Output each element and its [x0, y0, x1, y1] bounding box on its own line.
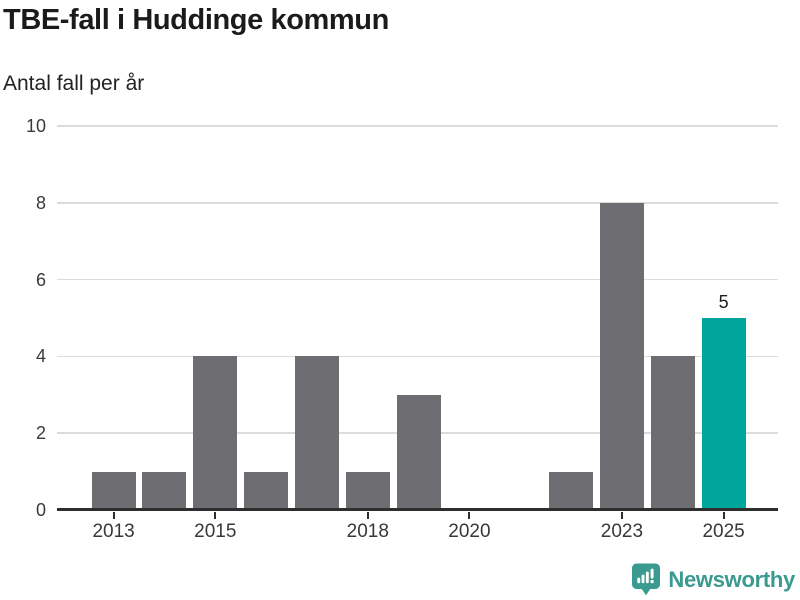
newsworthy-icon	[632, 563, 661, 596]
brand-name: Newsworthy	[668, 566, 795, 592]
gridline	[57, 202, 778, 204]
x-axis-tick	[620, 512, 623, 519]
x-axis-line	[57, 508, 778, 511]
bar-2013	[91, 471, 136, 510]
y-axis-tick-label: 0	[35, 500, 46, 520]
bar-2014	[142, 471, 187, 510]
bar-2023	[599, 202, 644, 510]
bar-2024	[650, 356, 695, 510]
gridline	[57, 125, 778, 127]
y-axis-tick-label: 6	[35, 269, 46, 290]
y-axis-tick-label: 2	[35, 423, 46, 444]
bar-2022	[549, 471, 594, 510]
y-axis-tick-label: 10	[25, 116, 46, 136]
bar-2025	[701, 318, 746, 510]
y-axis-tick-label: 4	[35, 346, 46, 367]
x-axis-tick-label: 2015	[194, 521, 237, 542]
plot-area: 0 2 4 6 8 10 5 2013 2015 2018 2020 2023 2025	[26, 116, 778, 542]
x-axis-tick-label: 2025	[702, 521, 745, 542]
gridline	[57, 278, 778, 281]
bar-2019	[396, 394, 441, 510]
x-axis-tick	[722, 512, 725, 519]
x-axis-tick	[366, 512, 369, 519]
bar-value-label: 5	[718, 292, 729, 312]
x-axis-tick	[214, 512, 217, 519]
bar-2017	[294, 356, 339, 510]
x-axis-tick	[468, 512, 471, 519]
x-axis-tick-label: 2013	[92, 521, 135, 542]
x-axis-tick	[112, 512, 115, 519]
gridline	[57, 355, 778, 358]
bar-2018	[345, 471, 390, 510]
brand-logo: Newsworthy	[631, 563, 795, 596]
chart-subtitle: Antal fall per år	[3, 72, 145, 95]
x-axis-tick-label: 2023	[600, 521, 644, 542]
x-axis-tick-label: 2020	[448, 521, 491, 542]
bar-2015	[193, 356, 238, 510]
x-axis-tick-label: 2018	[346, 521, 389, 542]
bar-2016	[244, 471, 289, 510]
chart-title: TBE-fall i Huddinge kommun	[3, 4, 389, 36]
y-axis-tick-label: 8	[35, 192, 46, 213]
